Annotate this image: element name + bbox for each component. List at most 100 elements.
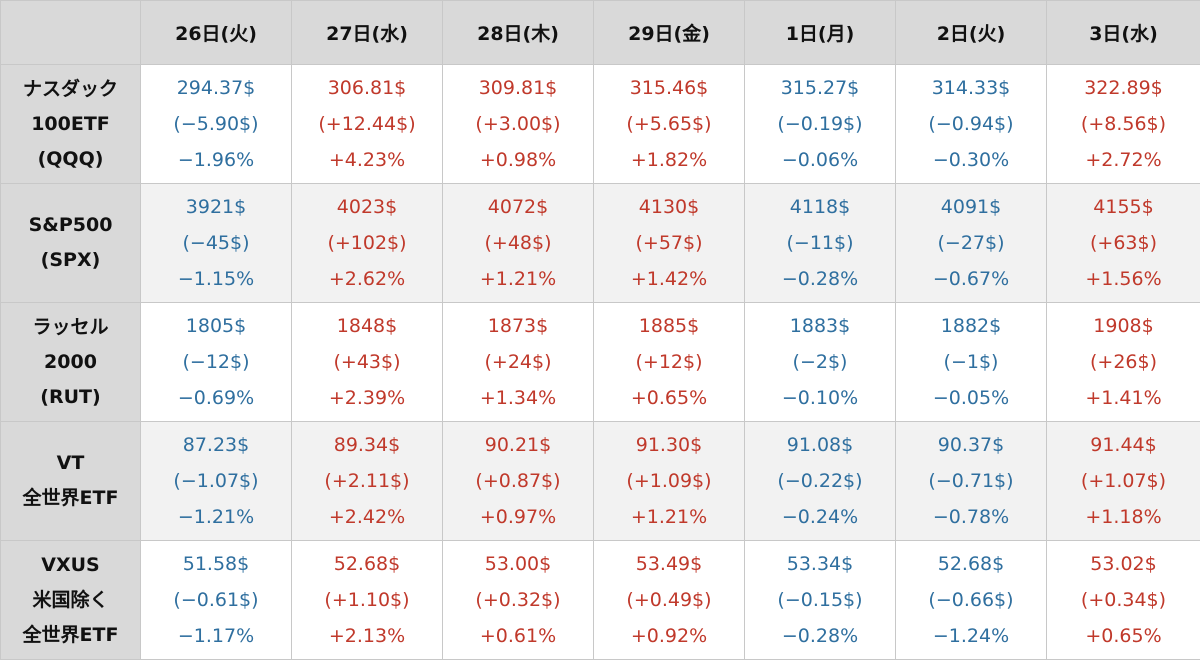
cell-price: 1848$ bbox=[292, 308, 442, 344]
cell-change: (+0.34$) bbox=[1047, 582, 1200, 618]
cell-percent: +2.42% bbox=[292, 499, 442, 535]
price-cell: 91.08$(−0.22$)−0.24% bbox=[745, 422, 896, 541]
cell-percent: −1.21% bbox=[141, 499, 291, 535]
table-row: S&P500(SPX)3921$(−45$)−1.15%4023$(+102$)… bbox=[1, 184, 1200, 303]
cell-change: (+1.07$) bbox=[1047, 463, 1200, 499]
cell-percent: −1.96% bbox=[141, 142, 291, 178]
cell-percent: +1.18% bbox=[1047, 499, 1200, 535]
cell-change: (+1.10$) bbox=[292, 582, 442, 618]
cell-percent: +0.61% bbox=[443, 618, 593, 654]
header-day: 2日(火) bbox=[896, 1, 1047, 65]
price-cell: 53.34$(−0.15$)−0.28% bbox=[745, 541, 896, 660]
cell-percent: +0.98% bbox=[443, 142, 593, 178]
cell-change: (+3.00$) bbox=[443, 106, 593, 142]
row-label-line: (RUT) bbox=[1, 380, 140, 415]
price-cell: 3921$(−45$)−1.15% bbox=[141, 184, 292, 303]
cell-percent: +1.34% bbox=[443, 380, 593, 416]
price-cell: 1883$(−2$)−0.10% bbox=[745, 303, 896, 422]
cell-change: (+5.65$) bbox=[594, 106, 744, 142]
cell-price: 53.02$ bbox=[1047, 546, 1200, 582]
cell-price: 314.33$ bbox=[896, 70, 1046, 106]
cell-percent: −0.28% bbox=[745, 618, 895, 654]
price-cell: 87.23$(−1.07$)−1.21% bbox=[141, 422, 292, 541]
cell-price: 4023$ bbox=[292, 189, 442, 225]
price-cell: 52.68$(+1.10$)+2.13% bbox=[292, 541, 443, 660]
cell-percent: +0.65% bbox=[594, 380, 744, 416]
cell-percent: +1.21% bbox=[594, 499, 744, 535]
cell-price: 53.49$ bbox=[594, 546, 744, 582]
price-cell: 294.37$(−5.90$)−1.96% bbox=[141, 65, 292, 184]
cell-change: (+57$) bbox=[594, 225, 744, 261]
price-cell: 309.81$(+3.00$)+0.98% bbox=[443, 65, 594, 184]
row-label-line: VT bbox=[1, 446, 140, 481]
row-label: S&P500(SPX) bbox=[1, 184, 141, 303]
row-label-line: VXUS bbox=[1, 548, 140, 583]
row-label-line: 全世界ETF bbox=[1, 481, 140, 516]
cell-price: 4130$ bbox=[594, 189, 744, 225]
cell-percent: +1.41% bbox=[1047, 380, 1200, 416]
cell-percent: +2.39% bbox=[292, 380, 442, 416]
table-header: 26日(火) 27日(水) 28日(木) 29日(金) 1日(月) 2日(火) … bbox=[1, 1, 1200, 65]
cell-change: (+63$) bbox=[1047, 225, 1200, 261]
header-row: 26日(火) 27日(水) 28日(木) 29日(金) 1日(月) 2日(火) … bbox=[1, 1, 1200, 65]
cell-change: (+2.11$) bbox=[292, 463, 442, 499]
cell-price: 1885$ bbox=[594, 308, 744, 344]
cell-change: (+12$) bbox=[594, 344, 744, 380]
price-cell: 1848$(+43$)+2.39% bbox=[292, 303, 443, 422]
cell-price: 1908$ bbox=[1047, 308, 1200, 344]
cell-change: (−0.19$) bbox=[745, 106, 895, 142]
cell-price: 4091$ bbox=[896, 189, 1046, 225]
cell-percent: −0.67% bbox=[896, 261, 1046, 297]
cell-change: (−27$) bbox=[896, 225, 1046, 261]
cell-change: (−12$) bbox=[141, 344, 291, 380]
cell-percent: −0.30% bbox=[896, 142, 1046, 178]
price-cell: 1908$(+26$)+1.41% bbox=[1047, 303, 1200, 422]
row-label-line: 2000 bbox=[1, 345, 140, 380]
cell-price: 4118$ bbox=[745, 189, 895, 225]
price-cell: 91.44$(+1.07$)+1.18% bbox=[1047, 422, 1200, 541]
header-day: 28日(木) bbox=[443, 1, 594, 65]
cell-change: (−11$) bbox=[745, 225, 895, 261]
cell-percent: −0.69% bbox=[141, 380, 291, 416]
cell-price: 53.34$ bbox=[745, 546, 895, 582]
cell-price: 1805$ bbox=[141, 308, 291, 344]
cell-change: (−0.61$) bbox=[141, 582, 291, 618]
row-label-line: 米国除く bbox=[1, 583, 140, 618]
cell-percent: +0.92% bbox=[594, 618, 744, 654]
cell-price: 309.81$ bbox=[443, 70, 593, 106]
cell-price: 306.81$ bbox=[292, 70, 442, 106]
row-label-line: 100ETF bbox=[1, 107, 140, 142]
cell-price: 91.30$ bbox=[594, 427, 744, 463]
cell-price: 90.37$ bbox=[896, 427, 1046, 463]
cell-price: 91.08$ bbox=[745, 427, 895, 463]
cell-percent: +2.62% bbox=[292, 261, 442, 297]
cell-change: (+24$) bbox=[443, 344, 593, 380]
cell-percent: −0.28% bbox=[745, 261, 895, 297]
price-cell: 53.49$(+0.49$)+0.92% bbox=[594, 541, 745, 660]
cell-percent: −0.10% bbox=[745, 380, 895, 416]
cell-change: (+43$) bbox=[292, 344, 442, 380]
price-cell: 4118$(−11$)−0.28% bbox=[745, 184, 896, 303]
cell-price: 89.34$ bbox=[292, 427, 442, 463]
cell-price: 315.27$ bbox=[745, 70, 895, 106]
price-cell: 1882$(−1$)−0.05% bbox=[896, 303, 1047, 422]
cell-percent: +1.42% bbox=[594, 261, 744, 297]
cell-percent: +0.65% bbox=[1047, 618, 1200, 654]
cell-change: (−0.22$) bbox=[745, 463, 895, 499]
price-cell: 315.27$(−0.19$)−0.06% bbox=[745, 65, 896, 184]
cell-percent: +2.13% bbox=[292, 618, 442, 654]
cell-price: 90.21$ bbox=[443, 427, 593, 463]
cell-change: (+102$) bbox=[292, 225, 442, 261]
cell-price: 1883$ bbox=[745, 308, 895, 344]
cell-change: (−0.94$) bbox=[896, 106, 1046, 142]
cell-price: 294.37$ bbox=[141, 70, 291, 106]
price-cell: 89.34$(+2.11$)+2.42% bbox=[292, 422, 443, 541]
header-corner bbox=[1, 1, 141, 65]
cell-percent: +1.82% bbox=[594, 142, 744, 178]
cell-price: 87.23$ bbox=[141, 427, 291, 463]
price-cell: 53.02$(+0.34$)+0.65% bbox=[1047, 541, 1200, 660]
cell-change: (+8.56$) bbox=[1047, 106, 1200, 142]
cell-change: (−0.15$) bbox=[745, 582, 895, 618]
